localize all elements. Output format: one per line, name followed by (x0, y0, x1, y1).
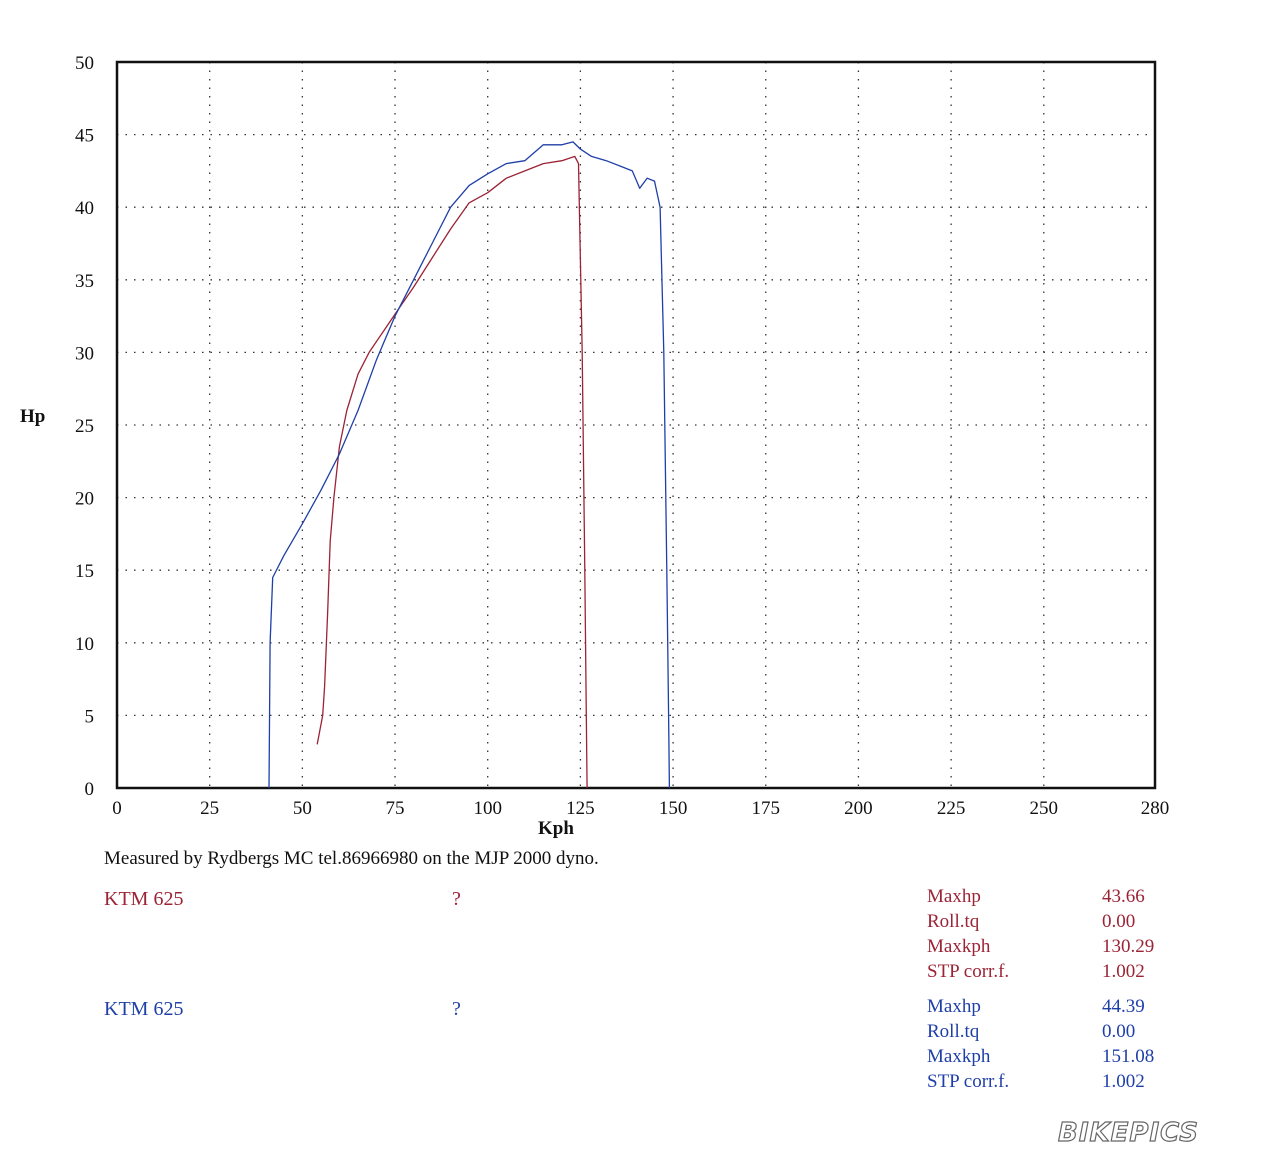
stat-label: Maxkph (927, 1046, 991, 1067)
stat-label: STP corr.f. (927, 961, 1010, 982)
run-2-note: ? (452, 998, 461, 1020)
stat-row: Maxhp 43.66 (927, 884, 1172, 909)
run-2-stats: Maxhp 44.39 Roll.tq 0.00 Maxkph 151.08 STP … (927, 994, 1172, 1094)
y-tick-label: 40 (75, 198, 94, 219)
stat-label: STP corr.f. (927, 1071, 1010, 1092)
x-tick-label: 150 (659, 798, 688, 819)
stat-row: STP corr.f. 1.002 (927, 1069, 1172, 1094)
stat-label: Maxkph (927, 936, 991, 957)
y-tick-label: 25 (75, 416, 94, 437)
stat-value: 130.29 (1102, 936, 1155, 957)
measurement-caption: Measured by Rydbergs MC tel.86966980 on … (104, 848, 599, 869)
dyno-chart: 0 5 10 15 20 25 30 35 40 45 50 0 25 50 75 100 125 150 175… (20, 53, 1169, 839)
stat-value: 43.66 (1102, 886, 1145, 907)
bikepics-watermark-logo: BIKEPICS (1057, 1117, 1200, 1148)
x-tick-label: 250 (1030, 798, 1059, 819)
stat-value: 151.08 (1102, 1046, 1155, 1067)
stat-row: Roll.tq 0.00 (927, 909, 1172, 934)
grid-lines (117, 62, 1155, 788)
x-tick-label: 100 (473, 798, 502, 819)
stat-value: 1.002 (1102, 1071, 1145, 1092)
run-1-note: ? (452, 888, 461, 910)
y-axis-label: Hp (20, 406, 45, 427)
stat-label: Roll.tq (927, 1021, 980, 1042)
y-tick-label: 20 (75, 489, 94, 510)
stat-row: Roll.tq 0.00 (927, 1019, 1172, 1044)
x-tick-labels: 0 25 50 75 100 125 150 175 200 225 250 280 (112, 798, 1169, 819)
stat-value: 0.00 (1102, 1021, 1136, 1042)
series-line-1 (316, 155, 588, 789)
stat-row: Maxkph 151.08 (927, 1044, 1172, 1069)
x-axis-label: Kph (538, 818, 574, 839)
x-tick-label: 75 (386, 798, 405, 819)
x-tick-label: 225 (937, 798, 966, 819)
y-tick-label: 5 (85, 706, 95, 727)
x-tick-label: 175 (752, 798, 781, 819)
x-tick-label: 50 (293, 798, 312, 819)
stat-row: Maxkph 130.29 (927, 934, 1172, 959)
stat-value: 1.002 (1102, 961, 1145, 982)
y-tick-label: 0 (85, 779, 95, 800)
y-tick-label: 30 (75, 343, 94, 364)
stat-row: Maxhp 44.39 (927, 994, 1172, 1019)
y-tick-labels: 0 5 10 15 20 25 30 35 40 45 50 (75, 53, 94, 800)
stat-value: 44.39 (1102, 996, 1145, 1017)
run-1-name: KTM 625 (104, 888, 184, 910)
x-tick-label: 200 (844, 798, 873, 819)
y-tick-label: 35 (75, 271, 94, 292)
stat-label: Maxhp (927, 886, 981, 907)
x-tick-label: 0 (112, 798, 122, 819)
y-tick-label: 15 (75, 561, 94, 582)
series-layer (268, 141, 671, 789)
run-1-stats: Maxhp 43.66 Roll.tq 0.00 Maxkph 130.29 STP … (927, 884, 1172, 984)
stat-value: 0.00 (1102, 911, 1136, 932)
y-tick-label: 10 (75, 634, 94, 655)
series-line-2 (268, 141, 671, 789)
x-tick-label: 280 (1141, 798, 1170, 819)
plot-frame (115, 60, 1157, 790)
run-2-name: KTM 625 (104, 998, 184, 1020)
y-tick-label: 50 (75, 53, 94, 74)
stat-label: Maxhp (927, 996, 981, 1017)
y-tick-label: 45 (75, 126, 94, 147)
stat-label: Roll.tq (927, 911, 980, 932)
x-tick-label: 125 (566, 798, 595, 819)
stat-row: STP corr.f. 1.002 (927, 959, 1172, 984)
x-tick-label: 25 (200, 798, 219, 819)
